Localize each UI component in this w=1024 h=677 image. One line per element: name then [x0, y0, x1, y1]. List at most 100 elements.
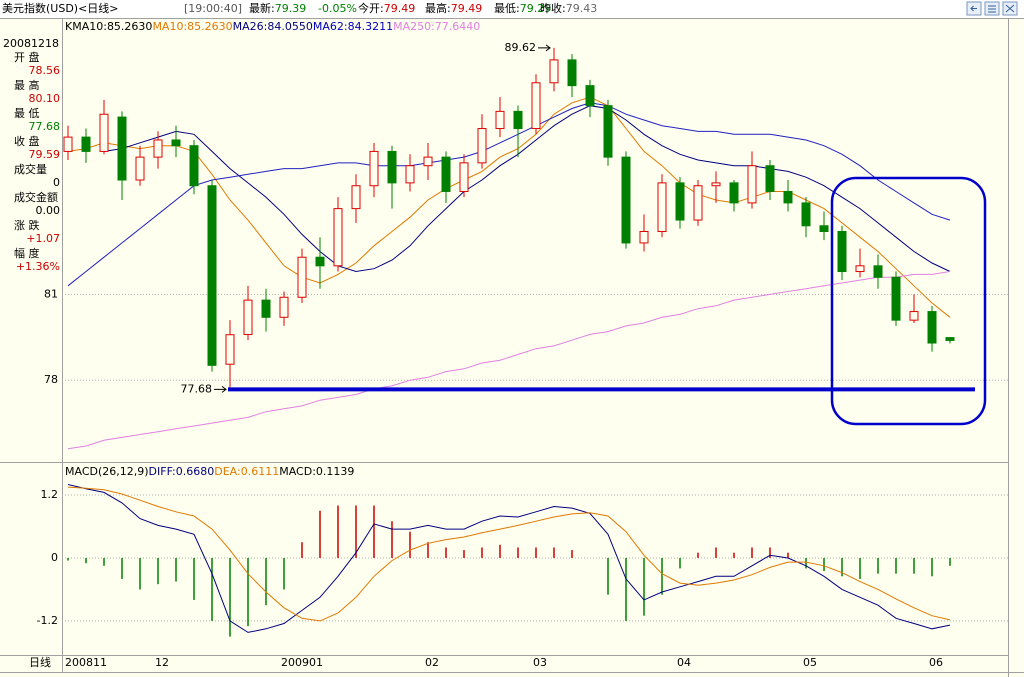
candle-body [621, 156, 631, 244]
info-label: 收 盘 [14, 134, 40, 148]
x-tick-label: 200901 [281, 656, 323, 669]
candle-body [549, 59, 559, 84]
x-tick-label: 03 [533, 656, 547, 669]
candle-body [297, 256, 307, 298]
window-buttons [966, 1, 1018, 16]
candle-body [81, 136, 91, 152]
candle-body [315, 256, 325, 267]
candle-body [225, 334, 235, 365]
x-tick-label: 06 [929, 656, 943, 669]
candle-body [369, 150, 379, 187]
y-tick-label: 78 [44, 373, 58, 386]
candle-body [603, 105, 613, 158]
icon [1005, 4, 1015, 13]
candle-body [891, 276, 901, 321]
x-tick-label: 04 [677, 656, 691, 669]
header-time: [19:00:40] [184, 2, 242, 15]
header-quote: 最新:79.39 [249, 1, 306, 15]
candle-body [117, 116, 127, 181]
legend-entry: MA10:85.2630 [72, 20, 152, 33]
candle-body [423, 156, 433, 167]
info-value: 79.59 [29, 148, 61, 161]
candle-body [405, 165, 415, 184]
candle-body [207, 185, 217, 366]
info-label: 成交量 [14, 162, 47, 176]
candle-body [99, 113, 109, 152]
quote-value: -0.05% [318, 2, 357, 15]
annotation-arrow [214, 385, 227, 393]
header-quote: 最高:79.49 [425, 1, 482, 15]
annotation-arrow [538, 44, 551, 52]
indicator-line [67, 486, 951, 622]
candle-body [135, 156, 145, 181]
candle-body [585, 85, 595, 107]
low-annotation: 77.68 [181, 382, 213, 395]
indicator-line [67, 102, 951, 287]
legend-entry: MA26:84.0550 [233, 20, 313, 33]
info-value: 0 [53, 176, 60, 189]
candle-body [531, 82, 541, 130]
candle-body [513, 110, 523, 130]
quote-label: 昨收: [540, 1, 566, 15]
legend-entry: MA250:77.6440 [393, 20, 480, 33]
legend-entry: MA10:85.2630 [152, 20, 232, 33]
legend-entry: DEA:0.6111 [214, 465, 279, 478]
candle-body [873, 265, 883, 278]
candle-body [189, 145, 199, 187]
candle-body [639, 230, 649, 244]
candle-body [675, 182, 685, 221]
quote-value: 79.39 [275, 2, 307, 15]
candle-body [747, 165, 757, 204]
candle-body [783, 190, 793, 204]
candle-body [837, 230, 847, 273]
candle-body [63, 136, 73, 152]
header-title: 美元指数(USD)<日线> [2, 1, 119, 15]
quote-value: 79.29 [520, 2, 552, 15]
candle-body [153, 139, 163, 158]
quote-label: 最高: [425, 1, 451, 15]
info-value: 77.68 [29, 120, 61, 133]
candle-body [945, 337, 955, 341]
quote-label: 今开: [358, 1, 384, 15]
quote-value: 79.49 [384, 2, 416, 15]
indicator-line [67, 484, 951, 633]
header-bar [0, 0, 1024, 18]
legend-entry: K [65, 20, 73, 33]
candle-body [855, 265, 865, 273]
candle-body [243, 299, 253, 335]
legend: MACD(26,12,9)DIFF:0.6680DEA:0.6111MACD:0… [65, 465, 354, 478]
y-tick-label: 0 [51, 551, 58, 564]
candle-body [279, 296, 289, 318]
indicator-line [103, 105, 951, 273]
info-date: 20081218 [3, 37, 59, 50]
candle-body [261, 299, 271, 318]
quote-value: 79.49 [451, 2, 483, 15]
candle-body [387, 150, 397, 184]
legend-entry: DIFF:0.6680 [149, 465, 215, 478]
candle-body [495, 110, 505, 130]
x-tick-label: 12 [155, 656, 169, 669]
header-quote: 最低:79.29 [494, 2, 551, 15]
candle-body [711, 182, 721, 187]
info-label: 最 低 [14, 107, 40, 120]
indicator-line [67, 96, 951, 318]
quote-label: 最低: [494, 2, 520, 15]
info-label: 开 盘 [14, 50, 40, 64]
x-tick-label: 200811 [65, 656, 107, 669]
candle-body [441, 156, 451, 192]
high-annotation: 89.62 [505, 41, 537, 54]
info-value: 0.00 [36, 204, 61, 217]
candle-body [567, 59, 577, 87]
x-axis-title: 日线 [29, 655, 51, 669]
header-quote: 昨收:79.43 [540, 1, 597, 15]
candle-body [171, 139, 181, 147]
y-tick-label: -1.2 [37, 614, 58, 627]
header-quote: -0.05% [318, 2, 357, 15]
info-value: 80.10 [29, 92, 61, 105]
candle-body [477, 128, 487, 164]
info-value: 78.56 [29, 64, 61, 77]
info-value: +1.07 [26, 232, 60, 245]
legend-entry: MA62:84.3211 [313, 20, 393, 33]
